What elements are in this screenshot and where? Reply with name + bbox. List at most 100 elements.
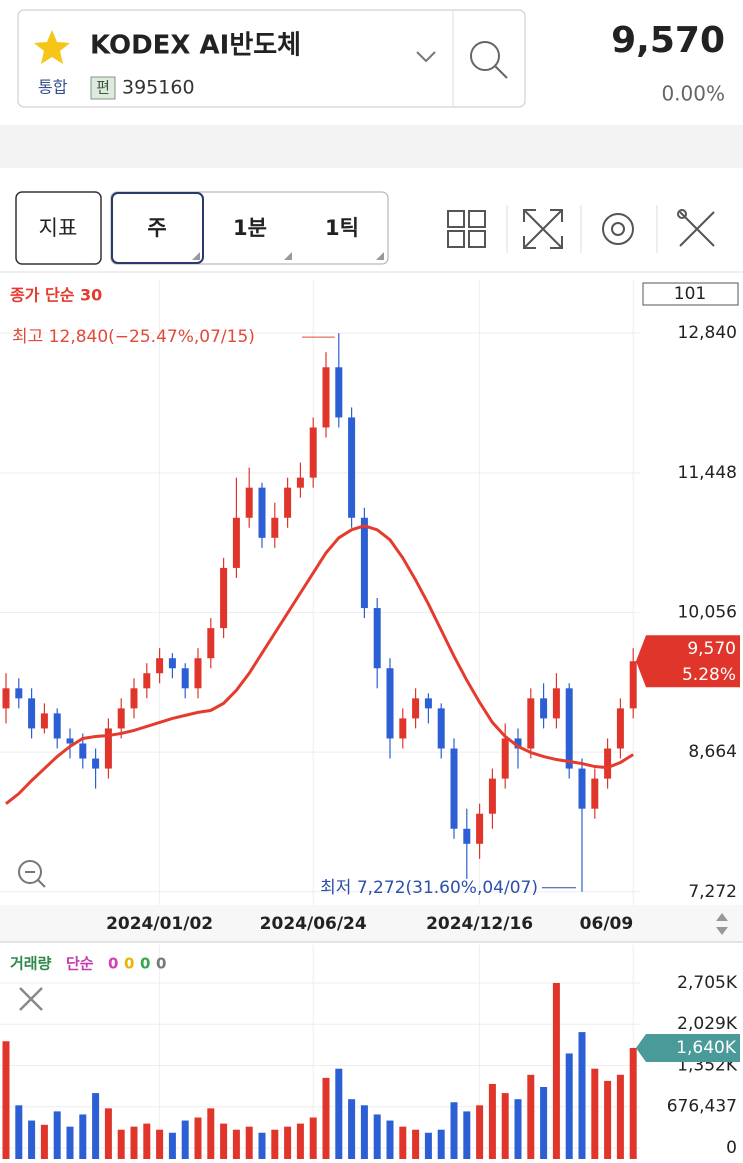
volume-bar [476, 1105, 484, 1159]
volume-bar [104, 1108, 112, 1159]
y-tick-label: 8,664 [688, 742, 737, 762]
stock-name: KODEX AI반도체 [90, 31, 301, 61]
badge-box [90, 76, 116, 100]
candle-body [143, 673, 151, 689]
volume-ma-period: 0 [108, 955, 118, 973]
y-tick-label: 11,448 [678, 463, 737, 483]
y-tick-label: 2,705K [677, 973, 738, 993]
volume-bar [616, 1074, 624, 1159]
candle-body [591, 778, 599, 809]
candle-body [565, 688, 573, 769]
volume-bar [258, 1132, 266, 1159]
candle-body [412, 698, 420, 719]
x-tick-label: 2024/12/16 [426, 914, 533, 934]
expand-icon[interactable] [523, 209, 563, 249]
volume-bar [399, 1126, 407, 1159]
price-badge [636, 635, 740, 688]
volume-bar [386, 1120, 394, 1159]
search-icon[interactable] [470, 41, 508, 79]
candle-body [245, 487, 253, 518]
candle-body [194, 658, 202, 689]
candle-body [15, 688, 23, 699]
stock-code: 395160 [122, 77, 195, 99]
volume-bar [552, 982, 560, 1159]
market: 통합 [38, 78, 68, 97]
price-change: 0.00% [661, 82, 725, 106]
y-tick-label: 12,840 [678, 323, 737, 343]
favorite-star[interactable] [34, 30, 70, 64]
volume-bar [130, 1126, 138, 1159]
close-volume[interactable] [19, 987, 43, 1011]
candle-body [450, 748, 458, 829]
layout-icon[interactable] [447, 210, 486, 248]
candle-body [53, 713, 61, 739]
indicator-label: 지표 [39, 216, 78, 240]
candle-body [373, 608, 381, 669]
volume-bar [437, 1129, 445, 1159]
settings-icon[interactable] [602, 213, 634, 245]
count-box[interactable] [642, 282, 739, 306]
candle-body [335, 367, 343, 418]
volume-bar [284, 1126, 292, 1159]
tools-icon[interactable] [677, 209, 715, 247]
candle-body [399, 718, 407, 739]
period[interactable]: 주 [147, 216, 166, 240]
volume-bar [207, 1108, 215, 1159]
volume-bar [156, 1129, 164, 1159]
high-note: 최고 12,840(−25.47%,07/15) [12, 327, 255, 347]
candle-body [296, 477, 304, 488]
volume-bar [629, 1047, 637, 1159]
volume-bar [79, 1114, 87, 1159]
zoom-out[interactable] [18, 860, 46, 888]
candle-body [540, 698, 548, 719]
candle-body [168, 658, 176, 669]
volume-bar [53, 1111, 61, 1159]
period[interactable]: 1분 [233, 216, 267, 240]
volume-bar [168, 1132, 176, 1159]
candle-body [28, 698, 36, 729]
candle-body [130, 688, 138, 709]
volume-ma-period: 0 [124, 955, 134, 973]
search-box[interactable] [17, 9, 526, 108]
volume-bar [373, 1114, 381, 1159]
candle-body [66, 738, 74, 744]
x-tick-label: 2024/01/02 [106, 914, 213, 934]
candle-body [386, 668, 394, 739]
volume-ma-period: 0 [140, 955, 150, 973]
candle-body [488, 778, 496, 814]
dropdown[interactable] [416, 51, 436, 63]
candle-body [629, 661, 637, 709]
volume-bar [322, 1077, 330, 1159]
candle-body [616, 708, 624, 749]
scroll-arrows[interactable] [716, 913, 728, 935]
candle-body [424, 698, 432, 709]
volume-bar [424, 1132, 432, 1159]
indicator-button[interactable] [15, 191, 102, 265]
volume-bar [220, 1123, 228, 1159]
candle-body [348, 417, 356, 518]
candle-body [437, 708, 445, 749]
candle-body [476, 813, 484, 844]
volume-bar [28, 1120, 36, 1159]
candle-body [322, 367, 330, 428]
period[interactable]: 1틱 [325, 216, 359, 240]
candle-body [79, 743, 87, 759]
period-selected[interactable] [111, 192, 204, 264]
volume-ma-label: 단순 [66, 955, 94, 973]
candle-body [527, 698, 535, 749]
volume-bar [501, 1093, 509, 1159]
candle-body [220, 567, 228, 629]
volume-bar [117, 1129, 125, 1159]
y-tick-label: 676,437 [667, 1097, 737, 1117]
candle-body [232, 517, 240, 568]
y-tick-label: 7,272 [688, 882, 737, 902]
band [0, 125, 743, 168]
candle-body [117, 708, 125, 729]
candle-body [92, 758, 100, 769]
volume-bar [540, 1087, 548, 1159]
volume-bar [450, 1102, 458, 1159]
ma-line [5, 524, 634, 805]
volume-bar [348, 1099, 356, 1159]
low-note: 최저 7,272(31.60%,04/07) [320, 878, 538, 898]
